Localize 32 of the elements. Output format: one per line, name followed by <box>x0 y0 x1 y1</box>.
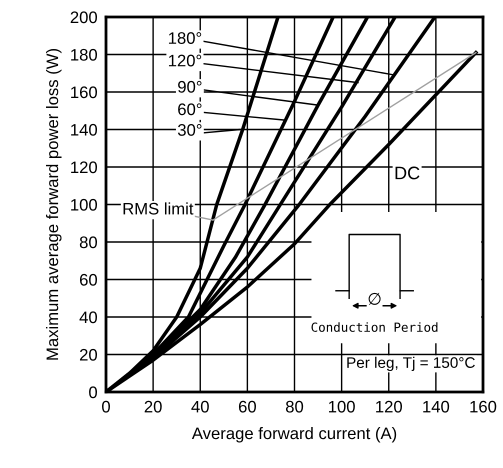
x-tick-label: 160 <box>470 400 496 413</box>
y-tick-label: 60 <box>80 274 98 286</box>
series-label: RMS limit <box>124 202 194 215</box>
annotation: Conduction Period <box>311 322 438 332</box>
x-tick-label: 20 <box>144 400 162 413</box>
annotation: 180° <box>168 32 202 44</box>
x-tick-label: 40 <box>191 400 209 413</box>
x-tick-label: 140 <box>423 400 450 413</box>
annotation: 30° <box>178 124 202 136</box>
y-tick-label: 140 <box>71 124 98 136</box>
y-tick-label: 20 <box>80 348 98 361</box>
annotation: 90° <box>178 80 202 93</box>
y-tick-label: 80 <box>80 236 98 248</box>
series-label: DC <box>396 166 420 180</box>
y-tick-label: 100 <box>71 198 98 211</box>
y-tick-label: 0 <box>89 386 98 398</box>
x-tick-label: 0 <box>102 400 110 413</box>
x-axis-title: Average forward current (A) <box>192 426 396 443</box>
x-tick-label: 100 <box>328 400 355 413</box>
x-tick-label: 120 <box>376 400 402 413</box>
annotation: Per leg, Tj = 150°C <box>347 356 475 371</box>
annotation: ∅ <box>368 292 381 305</box>
y-tick-label: 180 <box>71 48 98 61</box>
y-tick-label: 160 <box>71 86 98 98</box>
y-tick-label: 200 <box>70 11 98 24</box>
annotation: 120° <box>168 54 202 66</box>
annotation: 60° <box>178 103 202 116</box>
y-tick-label: 40 <box>80 311 98 324</box>
x-tick-label: 60 <box>238 400 256 413</box>
y-axis-title: Maximum average forward power loss (W) <box>46 49 62 360</box>
x-tick-label: 80 <box>286 400 304 413</box>
y-tick-label: 120 <box>71 161 98 174</box>
